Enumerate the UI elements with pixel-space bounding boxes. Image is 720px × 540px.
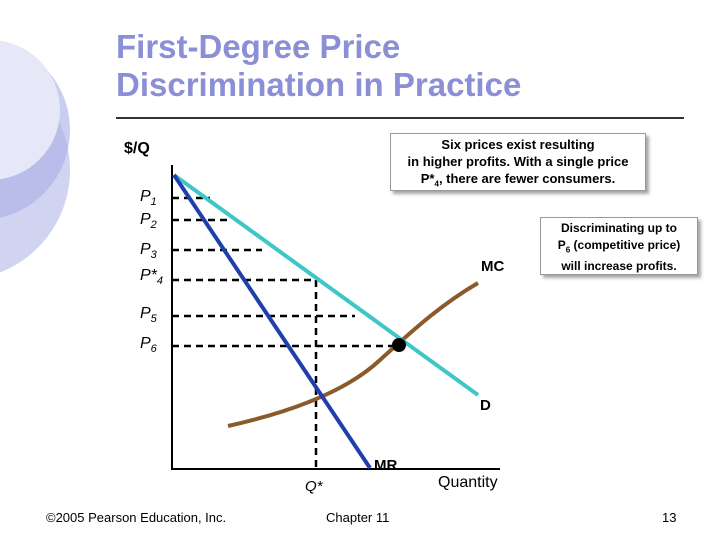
title-divider [116, 117, 684, 119]
price-label-p5-base: P [140, 305, 151, 322]
price-label-p2: P2 [140, 211, 157, 231]
six-prices-callout-line3: P*4, there are fewer consumers. [395, 170, 641, 193]
six-prices-callout: Six prices exist resulting in higher pro… [390, 133, 646, 191]
mr-label: MR [374, 457, 398, 474]
price-label-p1-sub: 1 [150, 196, 157, 209]
price-label-p3-base: P [140, 241, 151, 258]
six-prices-callout-line2: in higher profits. With a single price [407, 154, 629, 169]
x-axis-label: Quantity [438, 474, 498, 491]
price-label-p3-sub: 3 [150, 249, 157, 262]
discriminating-callout-line2-post: (competitive price) [570, 238, 681, 252]
decorative-circles [0, 40, 70, 273]
y-axis-label: $/Q [124, 140, 150, 157]
discriminating-callout-line2-pre: P [557, 238, 566, 252]
price-label-p4-sub: 4 [156, 275, 164, 288]
price-label-p1: P1 [140, 188, 157, 208]
footer-copyright: ©2005 Pearson Education, Inc. [46, 510, 227, 525]
price-label-p6: P6 [140, 335, 157, 355]
six-prices-callout-line3-pre: P* [420, 171, 435, 186]
price-label-p6-base: P [140, 335, 151, 352]
discriminating-callout-line3: will increase profits. [561, 259, 677, 274]
price-label-p3: P3 [140, 241, 157, 261]
footer-chapter: Chapter 11 [326, 510, 390, 525]
d-label: D [480, 397, 491, 414]
decorative-circle-front [0, 40, 60, 180]
discriminating-callout-line2-sub: 6 [565, 245, 571, 255]
price-label-p5-sub: 5 [150, 313, 157, 326]
marginal-revenue-curve [172, 173, 372, 470]
qstar-label: Q* [305, 478, 323, 495]
price-label-p1-base: P [140, 188, 151, 205]
footer-page-number: 13 [662, 510, 677, 525]
discriminating-callout-line2: P6 (competitive price) [545, 237, 693, 258]
six-prices-callout-line3-sub: 4 [434, 179, 439, 189]
mc-label: MC [481, 258, 505, 275]
marginal-cost-curve [227, 281, 480, 428]
price-label-p5: P5 [140, 305, 157, 325]
slide-title: First-Degree Price Discrimination in Pra… [116, 28, 521, 104]
discriminating-callout: Discriminating up to P6 (competitive pri… [540, 217, 698, 275]
price-label-p4: P*4 [140, 267, 163, 287]
discriminating-callout-line1: Discriminating up to [560, 221, 677, 235]
demand-curve [172, 173, 480, 397]
six-prices-callout-line3-post: , there are fewer consumers. [438, 171, 616, 186]
price-label-p6-sub: 6 [150, 343, 157, 356]
slide-title-line2: Discrimination in Practice [116, 66, 522, 103]
slide-title-line1: First-Degree Price [116, 28, 401, 65]
six-prices-callout-line1: Six prices exist resulting [441, 137, 595, 152]
price-label-p2-base: P [140, 211, 151, 228]
price-label-p4-base: P* [140, 267, 157, 284]
competitive-equilibrium-point [392, 338, 406, 352]
price-label-p2-sub: 2 [150, 219, 157, 232]
